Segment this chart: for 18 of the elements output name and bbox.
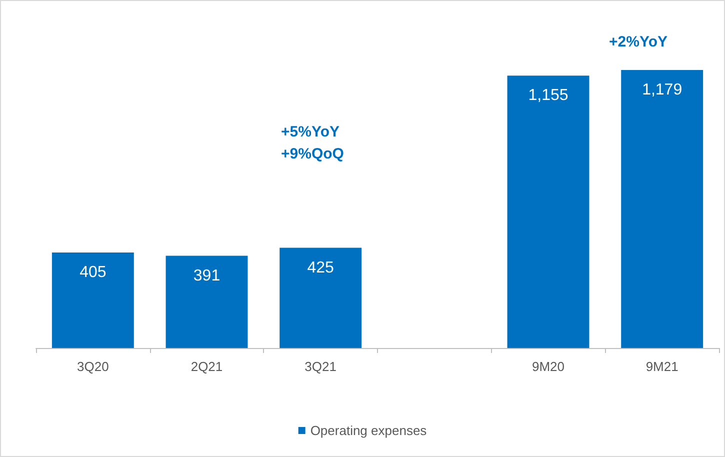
x-tick-label: 3Q20 bbox=[77, 359, 109, 374]
data-label: 425 bbox=[307, 259, 334, 276]
x-tick-label: 2Q21 bbox=[190, 359, 223, 374]
bar bbox=[280, 248, 362, 348]
bar bbox=[621, 70, 704, 348]
x-tick-label: 9M21 bbox=[646, 359, 678, 374]
data-label: 1,155 bbox=[528, 87, 568, 104]
text: +2%YoY bbox=[609, 34, 668, 50]
data-label: 405 bbox=[80, 264, 106, 281]
bar bbox=[507, 76, 590, 348]
x-tick-label: 3Q21 bbox=[304, 359, 336, 374]
bar bbox=[52, 252, 134, 348]
data-label: 391 bbox=[193, 267, 220, 284]
legend-label: Operating expenses bbox=[310, 423, 428, 438]
annotation: +5%YoY +9%QoQ bbox=[281, 124, 344, 162]
x-tick-label: 9M20 bbox=[532, 359, 565, 374]
bar bbox=[166, 256, 248, 348]
data-label: 1,179 bbox=[642, 81, 682, 98]
